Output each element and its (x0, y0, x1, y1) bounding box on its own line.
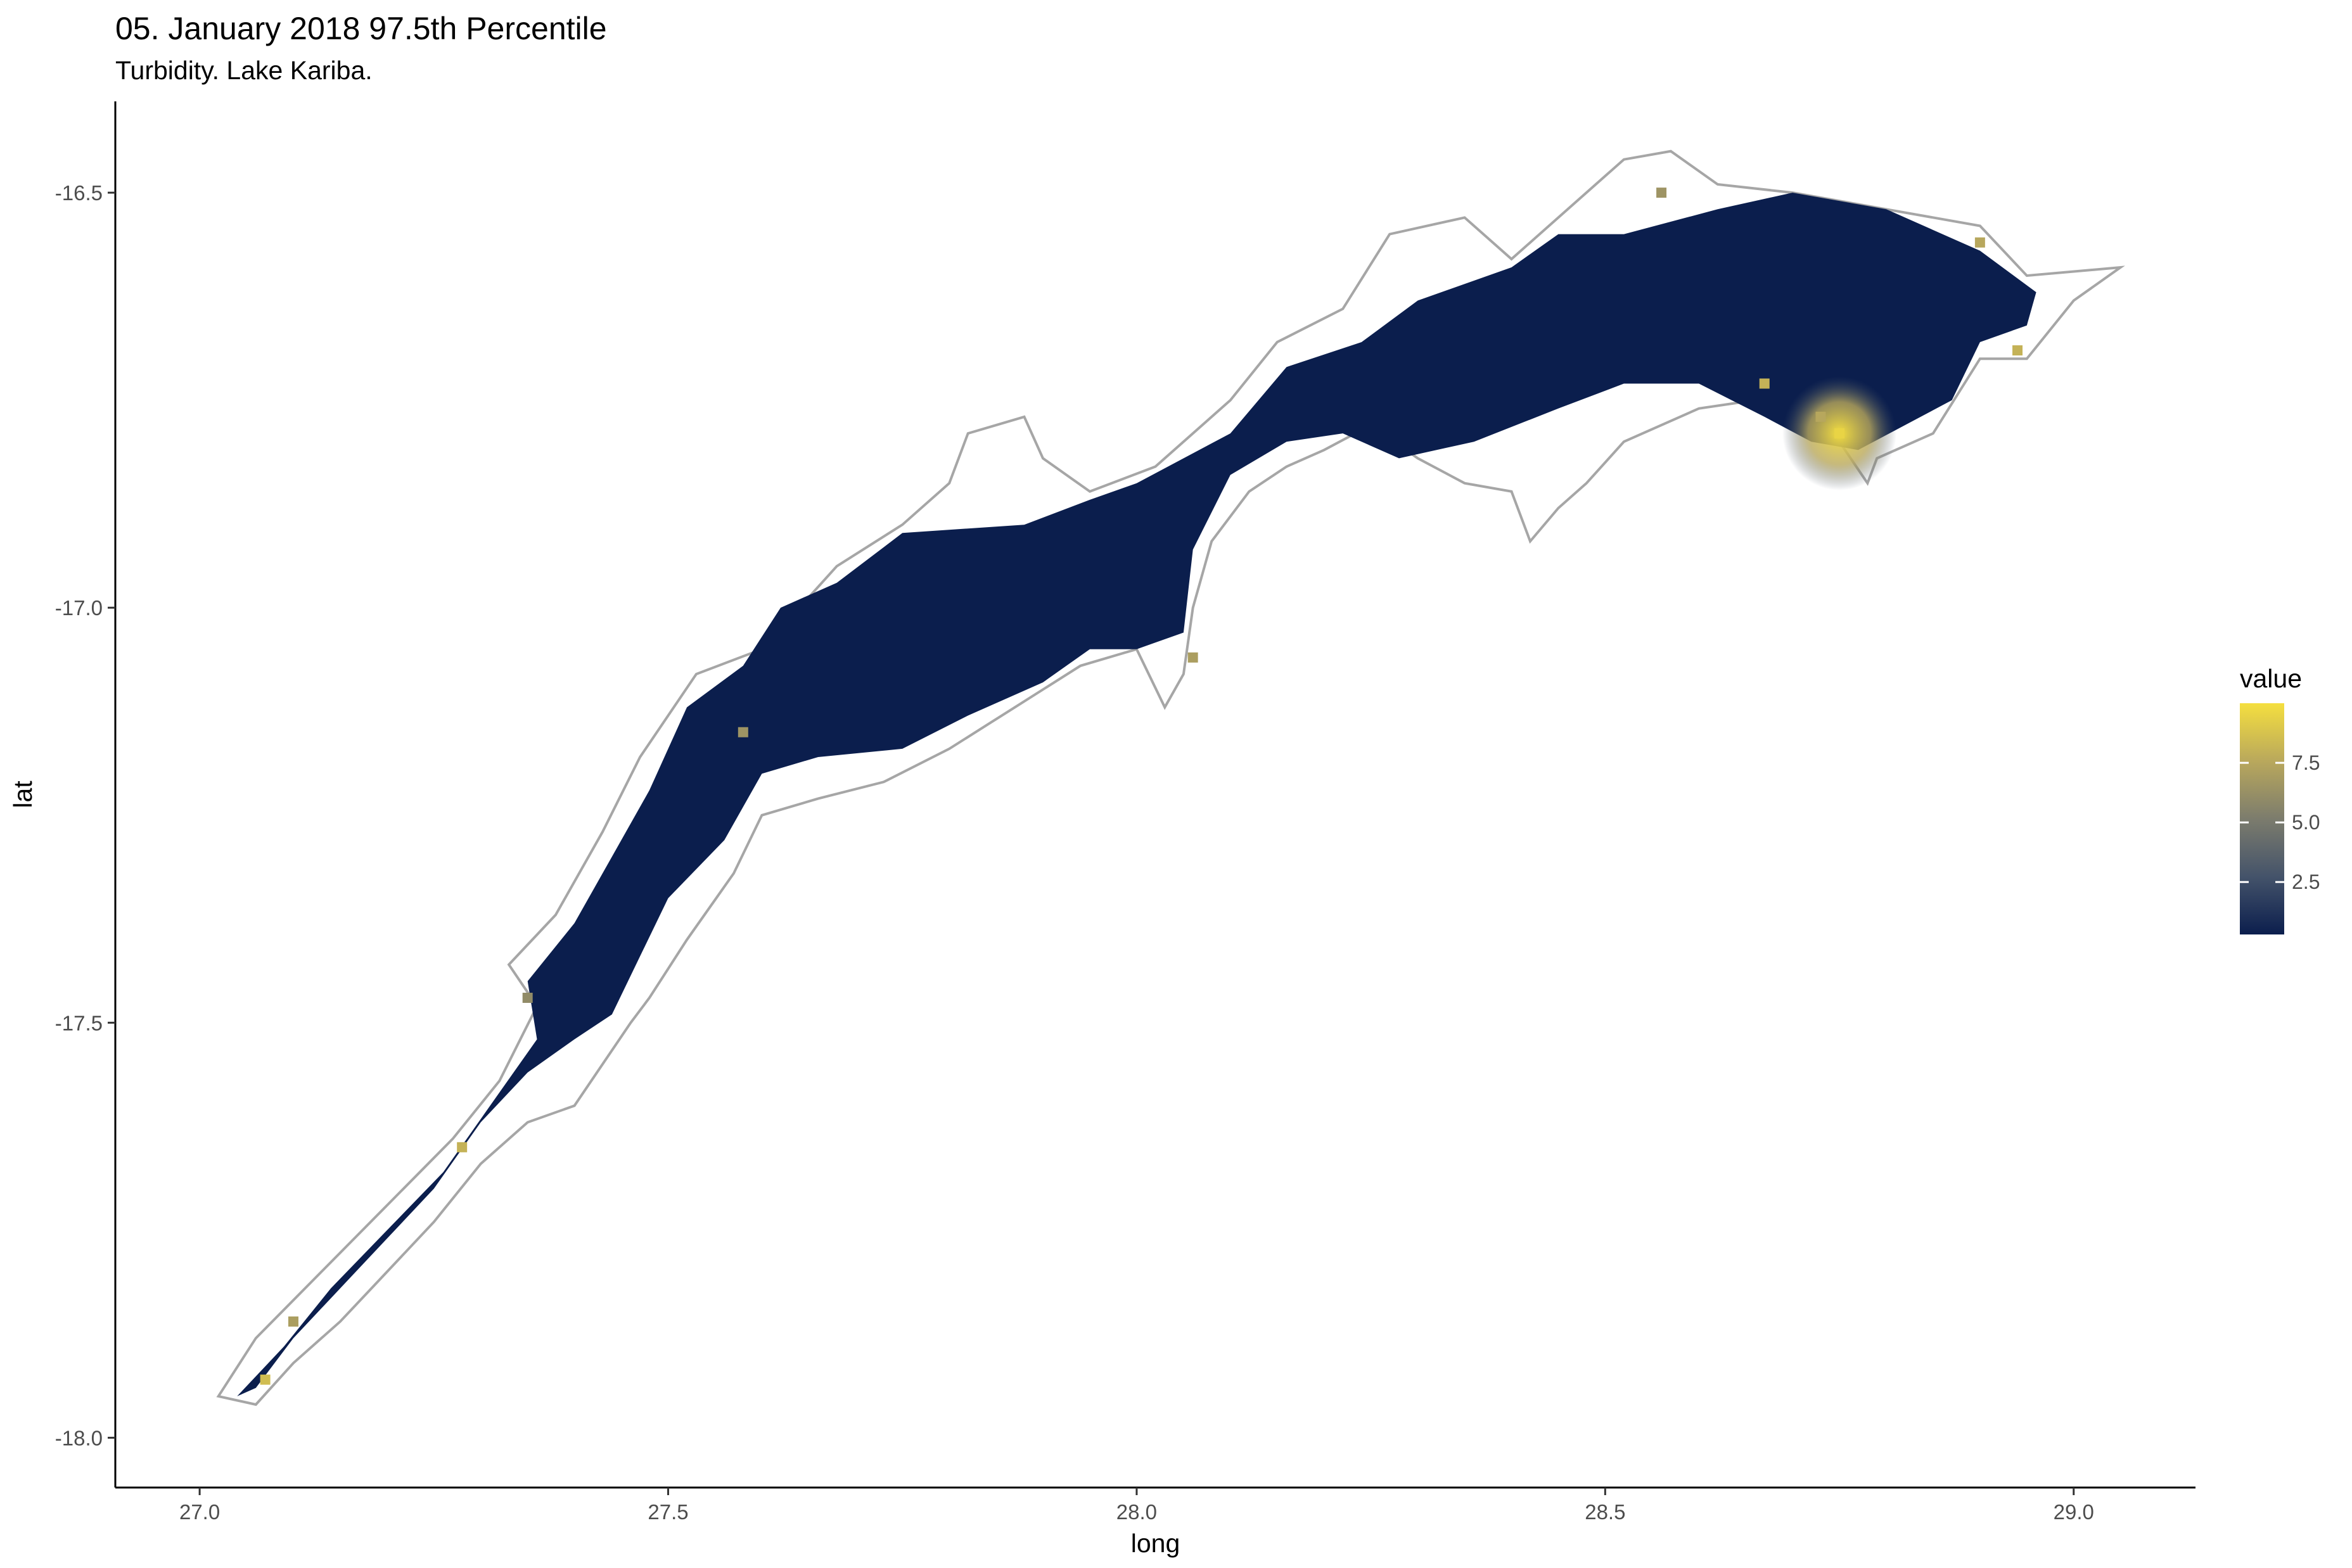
color-legend: value 2.5 5.0 7.5 (2240, 664, 2320, 934)
legend-tick-label: 5.0 (2292, 811, 2320, 834)
legend-colorbar (2240, 703, 2284, 934)
y-tick-label: -17.5 (55, 1011, 103, 1035)
legend-title: value (2240, 664, 2302, 693)
lake-turbidity-fill (237, 193, 2036, 1396)
hotspot-cell (1815, 411, 1826, 422)
y-axis-ticks: -16.5 -17.0 -17.5 -18.0 (55, 181, 115, 1450)
x-tick-label: 28.0 (1116, 1500, 1157, 1524)
hotspot-cell (260, 1374, 271, 1385)
x-tick-label: 28.5 (1585, 1500, 1625, 1524)
legend-ticks: 2.5 5.0 7.5 (2240, 751, 2320, 893)
hotspot-cell (1187, 652, 1198, 663)
legend-tick-label: 2.5 (2292, 870, 2320, 893)
x-tick-label: 27.0 (179, 1500, 220, 1524)
x-axis-ticks: 27.0 27.5 28.0 28.5 29.0 (179, 1488, 2094, 1524)
hotspot-cell (738, 727, 748, 737)
hotspot-cell (457, 1142, 468, 1152)
hotspot-cell (2012, 345, 2023, 356)
hotspot-cell (288, 1316, 298, 1327)
legend-tick-label: 7.5 (2292, 751, 2320, 774)
x-tick-label: 29.0 (2054, 1500, 2094, 1524)
hotspot-cell (1656, 188, 1667, 198)
hotspot-cell (522, 992, 533, 1003)
y-tick-label: -17.0 (55, 596, 103, 620)
hotspot-cell (1974, 237, 1985, 248)
plot-area (216, 150, 2125, 1406)
chart-subtitle: Turbidity. Lake Kariba. (115, 56, 373, 85)
y-tick-label: -16.5 (55, 181, 103, 205)
x-tick-label: 27.5 (648, 1500, 688, 1524)
y-axis-label: lat (8, 781, 37, 808)
hotspot-layer (260, 188, 2023, 1385)
hotspot-cell (1834, 428, 1845, 439)
hotspot-cell (1759, 378, 1770, 389)
x-axis-label: long (1131, 1529, 1180, 1558)
y-tick-label: -18.0 (55, 1426, 103, 1450)
chart-title: 05. January 2018 97.5th Percentile (115, 11, 607, 46)
